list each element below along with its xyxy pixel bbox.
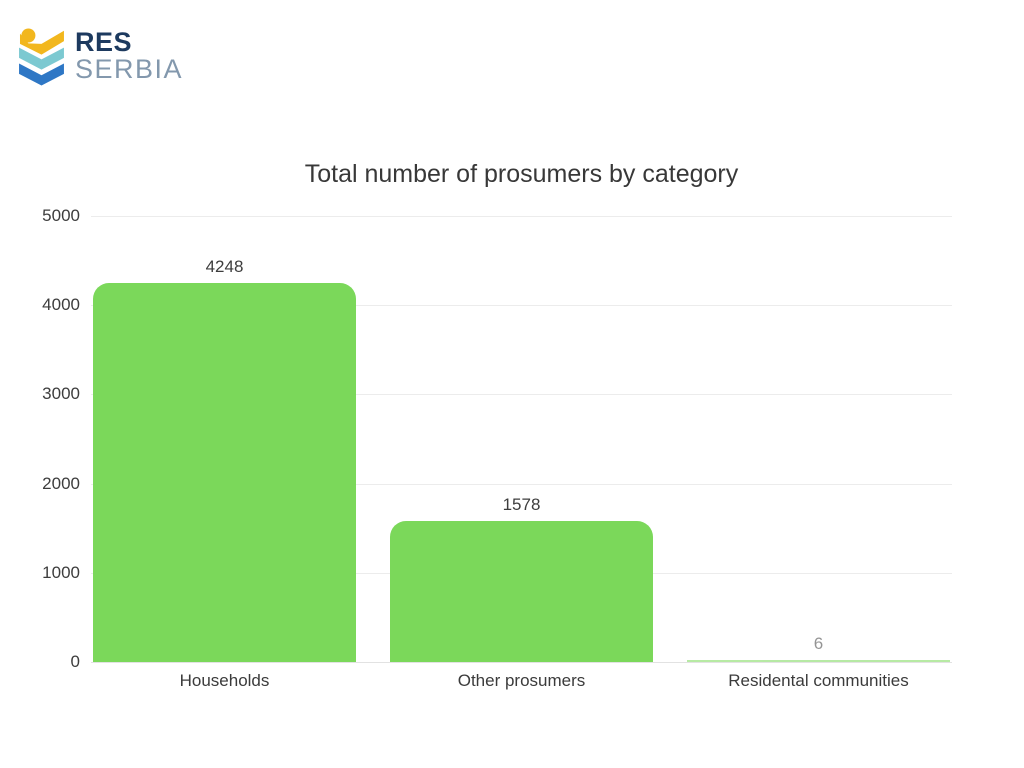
res-serbia-logo-icon [19,28,64,86]
gridline-3000 [91,394,952,396]
gridline-2000 [91,483,952,485]
logo-text-res: RES [75,27,133,57]
y-axis: 0 1000 2000 3000 4000 5000 [0,206,80,671]
logo-text-serbia: SERBIA [75,54,184,84]
x-label-residental-communities: Residental communities [728,671,909,690]
bar-households: 4248 [93,257,356,662]
bar-other-prosumers: 1578 [390,495,653,662]
bar-value-label: 1578 [502,495,541,514]
res-serbia-logo: RES SERBIA [15,28,183,86]
bars-container: 4248 1578 6 [93,216,950,662]
y-tick-label-2000: 2000 [42,473,80,493]
bar-value-label: 4248 [205,257,244,276]
y-tick-label-3000: 3000 [42,384,80,404]
x-axis: Households Other prosumers Residental comm… [93,671,950,691]
logo-text: RES SERBIA [75,29,183,83]
gridline-0 [91,662,952,663]
y-tick-label-1000: 1000 [42,562,80,582]
gridline-5000 [91,216,952,217]
y-tick-label-0: 0 [70,652,80,671]
plot-area: 4248 1578 6 [91,216,952,663]
y-tick-label-5000: 5000 [42,206,80,225]
y-tick-label-4000: 4000 [42,295,80,315]
chart-title: Total number of prosumers by category [304,160,739,188]
x-label-households: Households [179,671,270,690]
bar-residental-communities: 6 [687,634,950,662]
x-label-other-prosumers: Other prosumers [457,671,586,690]
gridline-4000 [91,305,952,307]
bar-value-label: 6 [813,634,824,653]
